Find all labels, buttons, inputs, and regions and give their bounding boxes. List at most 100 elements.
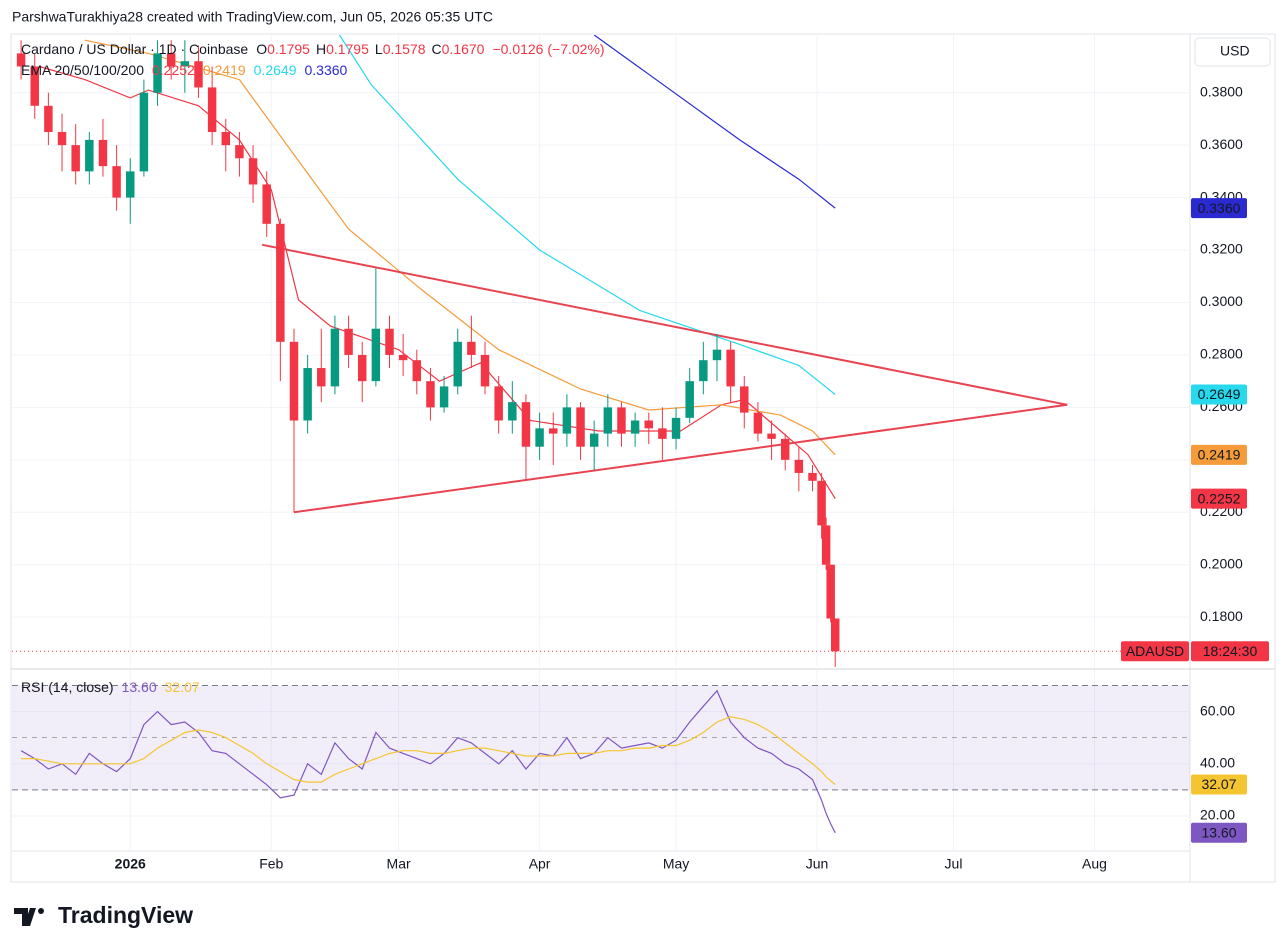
candle-body [344, 328, 353, 355]
symbol-title: Cardano / US Dollar · 1D · Coinbase [21, 41, 248, 57]
candle-body [521, 402, 531, 447]
candle-body [194, 61, 203, 88]
ema-badge [1191, 444, 1247, 465]
x-tick-label: Jun [806, 856, 829, 872]
candle-body [30, 66, 39, 106]
countdown-badge [1191, 641, 1269, 662]
rsi-badge-text: 32.07 [1201, 776, 1236, 792]
ema-badge-text: 0.2419 [1198, 447, 1241, 463]
candle-body [576, 407, 585, 447]
candle-body [139, 92, 149, 172]
candle-body [262, 184, 271, 224]
candle-body [126, 171, 135, 198]
candle-body [617, 407, 626, 434]
candle-body [480, 354, 490, 387]
candle-body [166, 53, 176, 67]
candle-body [276, 223, 285, 342]
logo: TradingView [14, 902, 193, 928]
candle-body [562, 407, 572, 434]
candle-body [317, 368, 326, 387]
candle-body [221, 132, 230, 146]
ema-value: 0.2252 [152, 62, 195, 78]
y-tick-label: 0.3200 [1200, 241, 1243, 257]
ema-badge [1191, 488, 1247, 509]
logo-icon [14, 908, 36, 926]
frame [10, 33, 1276, 883]
ema-badge [1191, 198, 1247, 219]
y-tick-label: 0.2000 [1200, 555, 1243, 571]
candle-body [726, 349, 735, 387]
candle-body [235, 145, 244, 159]
candle-body [808, 472, 817, 481]
ema-value: 0.3360 [304, 62, 347, 78]
candle-body [371, 328, 381, 382]
o-label: O [256, 41, 267, 57]
candle-body [57, 132, 67, 146]
grid [12, 35, 1190, 850]
candle-body [740, 386, 749, 413]
y-tick-label: 0.3000 [1200, 293, 1243, 309]
candle-body [112, 166, 121, 198]
candle-body [412, 360, 422, 382]
candle-body [494, 386, 503, 421]
candle-body [658, 428, 667, 439]
rsi-badge-text: 13.60 [1201, 824, 1236, 840]
countdown-text: 18:24:30 [1203, 643, 1258, 659]
candle-body [330, 328, 340, 387]
x-tick-label: May [663, 856, 689, 872]
logo-text: TradingView [58, 902, 193, 928]
ema-badge-text: 0.2252 [1198, 490, 1241, 506]
ema-value: 0.2419 [203, 62, 246, 78]
c-label: C [432, 41, 442, 57]
x-tick-label: Mar [387, 856, 411, 872]
legend-ohlc: Cardano / US Dollar · 1D · Coinbase O0.17… [21, 41, 605, 57]
candle-body [180, 61, 190, 67]
ema-line [338, 35, 836, 395]
candle-body [85, 139, 94, 172]
candle-body [207, 87, 217, 133]
x-tick-label: Jul [945, 856, 963, 872]
trendline [293, 403, 1068, 514]
x-tick-label: 2026 [115, 856, 146, 872]
candle-body [535, 428, 544, 447]
candle-body [508, 402, 517, 421]
attribution: ParshwaTurakhiya28 created with TradingV… [12, 9, 493, 25]
candle-body [44, 105, 53, 133]
candle-body [16, 53, 26, 67]
candle-body [753, 412, 763, 434]
candle-body [71, 145, 80, 172]
candle-body [699, 360, 708, 382]
legend-ema: EMA 20/50/100/200 0.2252 0.2419 0.2649 0.336… [21, 62, 348, 78]
candle-body [644, 420, 653, 429]
y-tick-label: 0.3600 [1200, 136, 1243, 152]
rsi-badge [1191, 774, 1247, 795]
ema-label: EMA 20/50/100/200 [21, 62, 144, 78]
h-value: 0.1795 [326, 41, 369, 57]
y-tick-label: 0.2800 [1200, 346, 1243, 362]
candle-body [303, 368, 312, 421]
candle-body [671, 417, 681, 439]
candle-body [549, 428, 558, 434]
l-value: 0.1578 [383, 41, 426, 57]
candle-body [831, 618, 840, 652]
o-value: 0.1795 [267, 41, 310, 57]
candle-body [439, 386, 449, 408]
rsi-tick-label: 40.00 [1200, 755, 1235, 771]
candle-body [589, 433, 599, 447]
currency-button[interactable] [1194, 37, 1271, 67]
change: −0.0126 (−7.02%) [492, 41, 604, 57]
ema-line [84, 39, 836, 456]
rsi-label: RSI (14, close) [21, 679, 114, 695]
symbol-badge-text: ADAUSD [1126, 643, 1184, 659]
candle-body [153, 53, 162, 93]
ema-badge-text: 0.3360 [1198, 200, 1241, 216]
ema-value: 0.2649 [254, 62, 297, 78]
ema-badge-text: 0.2649 [1198, 386, 1241, 402]
x-tick-label: Apr [529, 856, 551, 872]
candle-body [826, 564, 835, 619]
trendline [262, 243, 1068, 406]
rsi-tick-label: 60.00 [1200, 702, 1235, 718]
candle-body [453, 341, 462, 387]
